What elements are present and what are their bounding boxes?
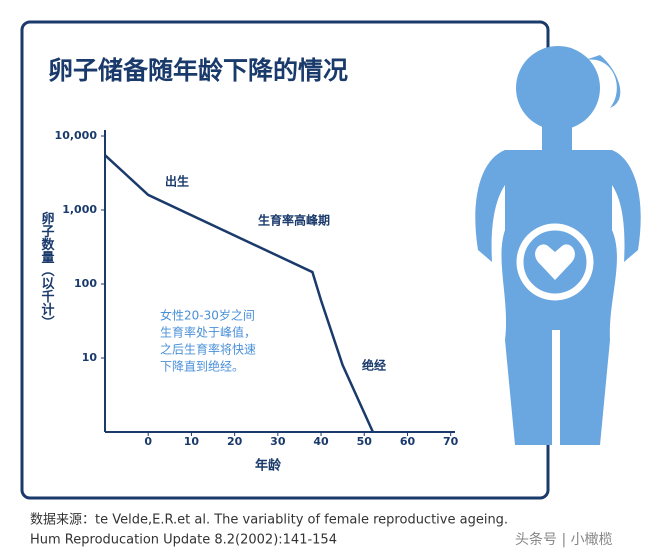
x-tick-label: 50 [357,435,373,448]
x-tick-label: 30 [270,435,286,448]
y-tick-label: 10,000 [55,129,98,142]
y-tick-label: 1,000 [62,203,97,216]
data-line [104,154,375,433]
chart-title: 卵子储备随年龄下降的情况 [48,56,348,85]
x-tick-label: 70 [443,435,459,448]
annotation: 绝经 [362,358,386,373]
x-tick-label: 40 [313,435,329,448]
annotation: 生育率高峰期 [258,213,330,228]
x-tick-label: 60 [400,435,416,448]
x-axis-label: 年龄 [255,458,282,474]
note-line: 女性20-30岁之间 [160,308,255,323]
watermark: 头条号 | 小橄榄 [515,531,613,548]
heart [535,244,575,280]
note-line: 生育率处于峰值， [160,325,256,340]
source-line: Hum Reproducation Update 8.2(2002):141-1… [30,533,337,548]
y-tick-label: 100 [74,277,97,290]
y-axis-label: 卵子数量（以千计） [39,211,56,329]
womb [516,223,594,301]
annotation: 出生 [165,174,189,189]
x-tick-label: 20 [227,435,243,448]
source-line: 数据来源：te Velde,E.R.et al. The variablity … [30,513,508,528]
x-tick-label: 10 [184,435,200,448]
note-line: 之后生育率将快速 [160,342,256,357]
y-tick-label: 10 [82,351,98,364]
note-line: 下降直到绝经。 [160,359,244,374]
x-tick-label: 0 [144,435,152,448]
